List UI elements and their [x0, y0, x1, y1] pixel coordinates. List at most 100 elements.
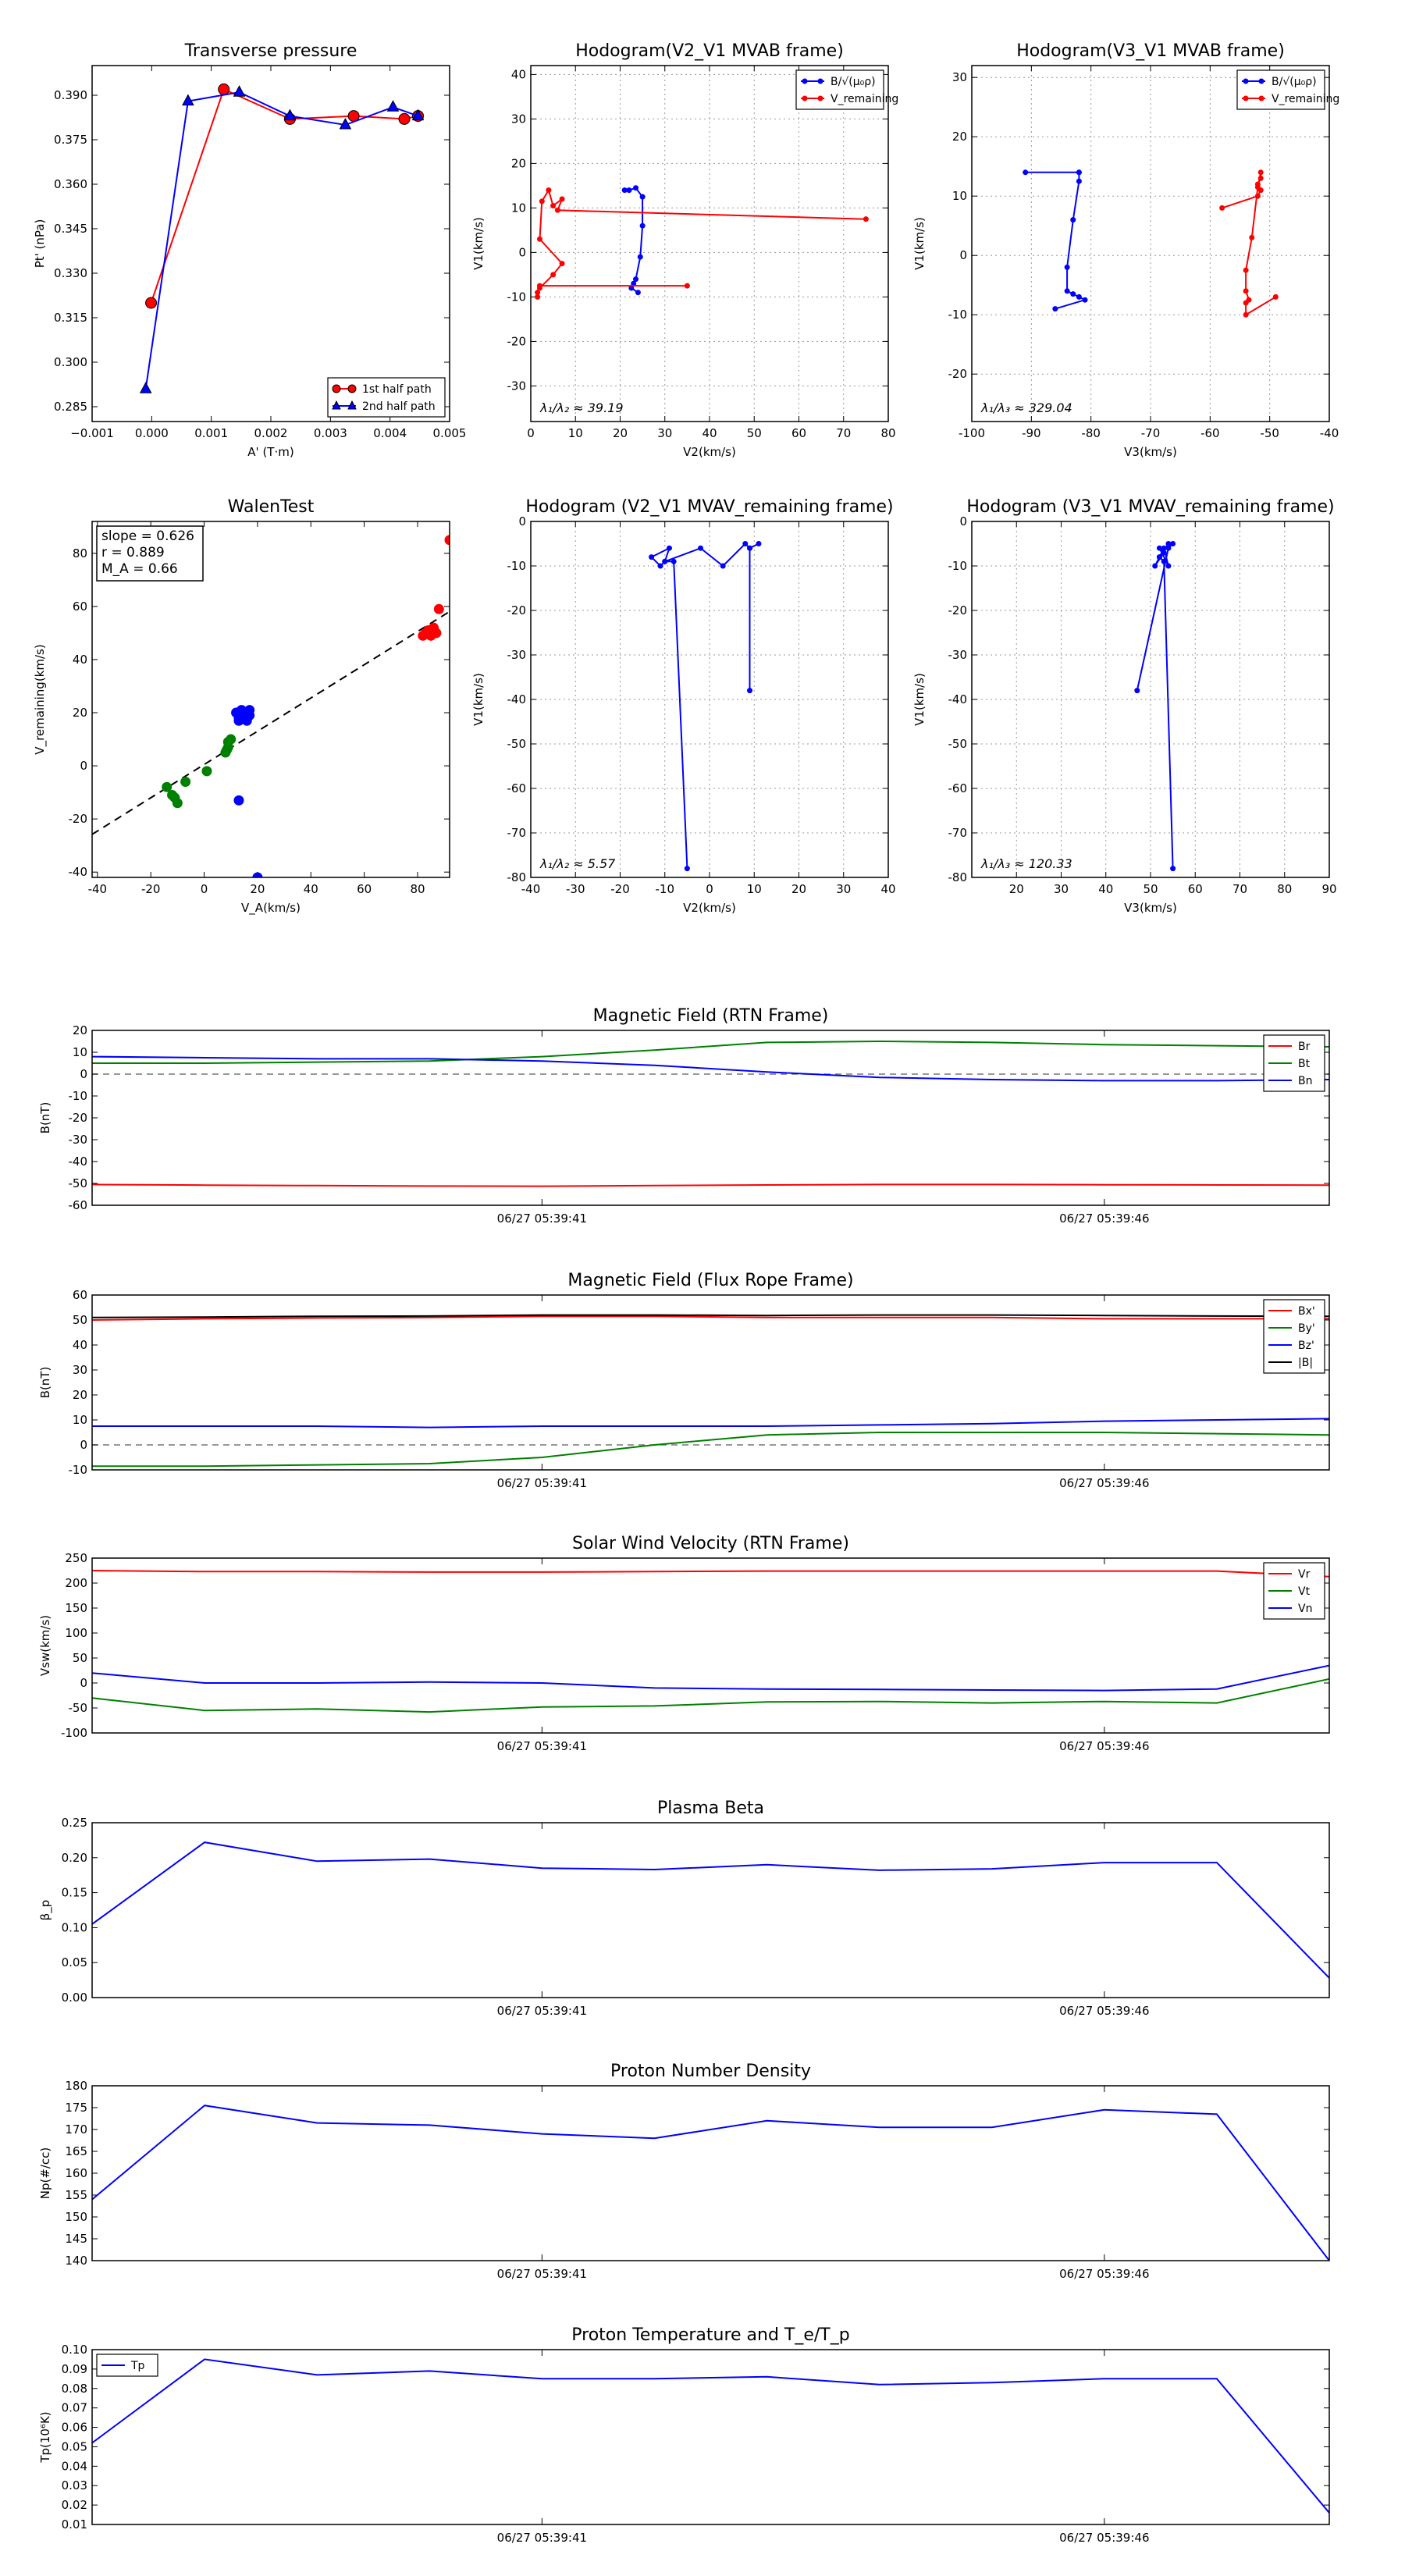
time-tick-label: 06/27 05:39:46 — [1059, 1739, 1149, 1753]
legend-marker — [817, 95, 823, 101]
y-tick-label: -40 — [507, 692, 527, 706]
x-axis-label: V3(km/s) — [1124, 445, 1177, 459]
data-point — [226, 734, 237, 745]
x-tick-label: 30 — [836, 882, 851, 896]
y-tick-label: 0.00 — [62, 1991, 87, 2005]
x-axis-label: A' (T·m) — [247, 445, 293, 459]
x-tick-label: 80 — [410, 882, 425, 896]
chart-title: Hodogram(V3_V1 MVAB frame) — [1016, 41, 1285, 61]
y-tick-label: 0.05 — [62, 1955, 87, 1969]
legend: B/√(μ₀ρ) V_remaining — [795, 69, 898, 110]
y-tick-label: -80 — [948, 870, 968, 884]
data-point — [639, 194, 646, 200]
y-tick-label: -50 — [69, 1176, 88, 1190]
y-tick-label: -30 — [948, 648, 968, 662]
y-axis-label: V1(km/s) — [471, 217, 486, 270]
legend-marker — [332, 400, 341, 410]
data-point — [536, 236, 542, 242]
data-point — [433, 603, 444, 614]
data-point — [1070, 291, 1076, 297]
legend-marker — [332, 384, 341, 393]
data-point — [386, 100, 400, 112]
time-tick-label: 06/27 05:39:41 — [497, 2004, 587, 2018]
y-tick-label: -40 — [948, 692, 968, 706]
x-axis-label: V3(km/s) — [1124, 901, 1177, 915]
y-axis-label: V1(km/s) — [471, 673, 486, 726]
data-point — [1023, 169, 1029, 176]
legend-label: Bx' — [1298, 1305, 1315, 1318]
legend-label: Vt — [1298, 1585, 1311, 1598]
y-tick-label: 175 — [65, 2101, 87, 2115]
series-line-Np — [92, 2105, 1329, 2261]
x-tick-label: -50 — [1260, 426, 1279, 440]
data-point — [233, 85, 246, 97]
y-tick-label: 20 — [73, 1388, 87, 1402]
data-point — [1243, 300, 1249, 306]
series-line-Bn — [92, 1055, 1329, 1082]
y-tick-label: -20 — [507, 334, 527, 348]
data-point — [1249, 234, 1255, 240]
series-line-beta — [92, 1841, 1329, 1979]
data-point — [1161, 545, 1167, 551]
data-point — [1243, 288, 1249, 294]
data-point — [863, 216, 869, 222]
data-point — [139, 382, 152, 393]
y-tick-label: 20 — [73, 706, 87, 720]
plot-frame — [971, 65, 1330, 422]
data-point — [626, 187, 632, 194]
x-tick-label: 30 — [657, 426, 672, 440]
data-point — [559, 261, 565, 267]
x-tick-label: 0.004 — [373, 426, 407, 440]
chart-walen: WalenTest -40 -20 0 20 40 60 80 -40 -20 0 20 40 60 80 V… — [33, 497, 450, 916]
y-tick-label: 10 — [73, 1045, 87, 1059]
time-tick-label: 06/27 05:39:41 — [497, 1212, 587, 1226]
chart-tp: Transverse pressure 0.285 0.300 0.315 0.330 0… — [33, 41, 466, 459]
data-point — [1070, 217, 1076, 223]
data-point — [666, 545, 672, 551]
data-point — [172, 798, 183, 809]
data-point — [550, 272, 557, 278]
series-line-Tp — [92, 2358, 1329, 2514]
series-line-By' — [92, 1432, 1329, 1468]
y-tick-label: -80 — [507, 870, 527, 884]
data-point — [1254, 184, 1261, 190]
chart-np: Proton Number Density 140 145 150 155 160 165 1… — [38, 2062, 1330, 2281]
data-point — [633, 276, 639, 283]
data-point — [431, 628, 442, 639]
legend: 1st half path 2nd half path — [327, 377, 446, 418]
y-tick-label: 20 — [511, 156, 526, 170]
time-tick-label: 06/27 05:39:41 — [497, 1739, 587, 1753]
legend-label: B/√(μ₀ρ) — [831, 76, 876, 88]
chart-title: Hodogram (V2_V1 MVAV_remaining frame) — [525, 497, 893, 517]
y-tick-label: -10 — [69, 1463, 88, 1477]
x-tick-label: 50 — [1143, 882, 1158, 896]
x-tick-label: -30 — [566, 882, 585, 896]
time-tick-label: 06/27 05:39:41 — [497, 1476, 587, 1490]
chart-title: Solar Wind Velocity (RTN Frame) — [572, 1534, 849, 1553]
y-tick-label: 0.360 — [54, 177, 87, 191]
data-point — [201, 766, 212, 777]
time-tick-label: 06/27 05:39:46 — [1059, 2531, 1149, 2545]
data-point — [1165, 541, 1172, 546]
data-point — [1161, 550, 1167, 556]
data-point — [747, 545, 753, 551]
y-tick-label: 40 — [73, 1338, 87, 1352]
legend: Br Bt Bn — [1263, 1034, 1325, 1092]
data-point — [1052, 306, 1058, 312]
legend-marker — [347, 384, 357, 393]
x-tick-label: -90 — [1022, 426, 1041, 440]
chart-title: Proton Number Density — [610, 2062, 811, 2081]
y-tick-label: 0.03 — [62, 2478, 87, 2492]
y-tick-label: -30 — [507, 379, 527, 393]
plot-frame — [91, 1030, 1330, 1206]
legend-label: Bz' — [1298, 1340, 1314, 1352]
data-point — [180, 776, 191, 787]
chart-hodo_v2v1_mvav: Hodogram (V2_V1 MVAV_remaining frame) -80… — [471, 497, 896, 915]
data-point — [1243, 311, 1249, 318]
chart-vsw: Solar Wind Velocity (RTN Frame) -100 -50 0 5… — [38, 1534, 1330, 1753]
x-axis-label: V2(km/s) — [683, 901, 736, 915]
y-tick-label: 155 — [65, 2188, 87, 2202]
eigen-ratio: λ₁/λ₃ ≈ 329.04 — [980, 400, 1072, 415]
data-point — [1243, 267, 1249, 273]
x-tick-label: −0.001 — [70, 426, 114, 440]
